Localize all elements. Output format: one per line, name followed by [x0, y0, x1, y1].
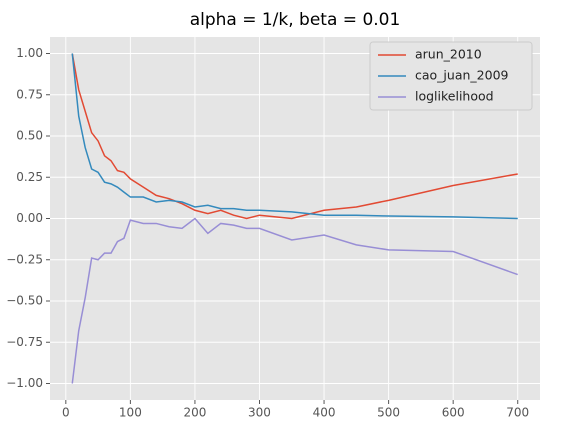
y-tick-label: −0.75: [6, 335, 43, 349]
x-tick-label: 0: [62, 406, 70, 420]
x-tick-label: 700: [506, 406, 529, 420]
series-line: [71, 53, 518, 220]
y-tick-label: −0.25: [6, 252, 43, 266]
y-tick-label: 0.25: [16, 170, 43, 184]
x-tick-label: 600: [442, 406, 465, 420]
x-tick-label: 200: [183, 406, 206, 420]
x-tick-label: 100: [119, 406, 142, 420]
x-tick-label: 500: [377, 406, 400, 420]
y-tick-label: 0.50: [16, 129, 43, 143]
legend-label: arun_2010: [415, 47, 482, 62]
x-tick-label: 300: [248, 406, 271, 420]
legend-label: cao_juan_2009: [415, 68, 509, 83]
legend-label: loglikelihood: [415, 89, 494, 104]
y-tick-label: 0.75: [16, 87, 43, 101]
y-tick-label: −1.00: [6, 376, 43, 390]
legend-box: [369, 41, 533, 111]
chart-title: alpha = 1/k, beta = 0.01: [190, 10, 401, 30]
y-tick-label: −0.50: [6, 294, 43, 308]
y-tick-label: 0.00: [16, 211, 43, 225]
x-tick-label: 400: [313, 406, 336, 420]
y-tick-label: 1.00: [16, 46, 43, 60]
series-line: [71, 217, 518, 384]
